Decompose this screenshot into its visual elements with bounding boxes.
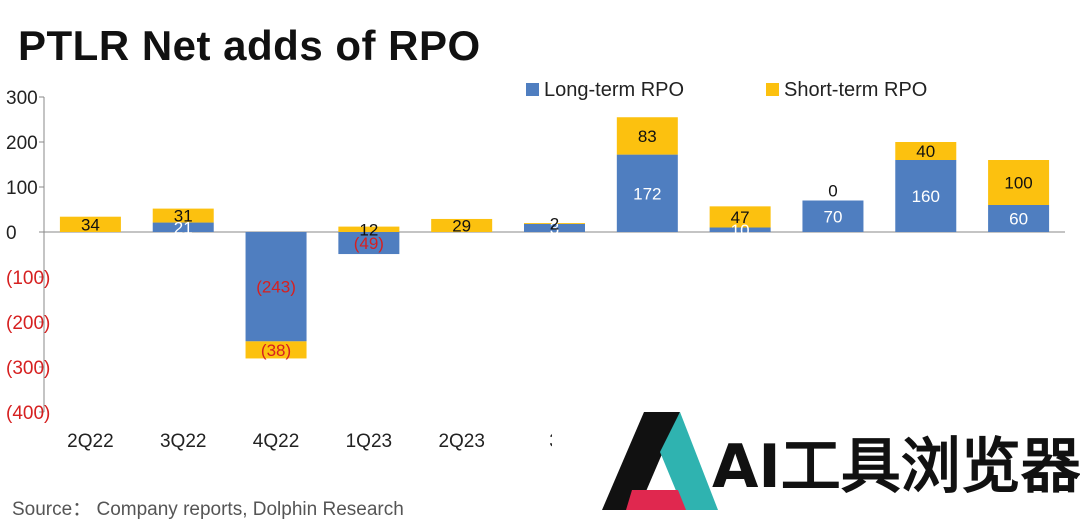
bar-long-term [245, 232, 307, 342]
bars [59, 117, 1050, 359]
y-tick-label: 200 [6, 133, 38, 154]
data-label: (243) [256, 278, 296, 297]
data-label: 31 [174, 207, 193, 226]
bar-short-term [245, 341, 307, 359]
legend-swatch [526, 83, 539, 96]
y-tick-label: 0 [6, 223, 17, 244]
bar-long-term [152, 222, 214, 232]
watermark-logo: AI工具浏览器 [552, 388, 1080, 527]
bar-short-term [524, 223, 585, 224]
y-tick-label: (400) [6, 403, 50, 424]
legend: Long-term RPO Short-term RPO [526, 79, 927, 101]
bar-short-term [338, 226, 400, 232]
bar-long-term [988, 205, 1050, 232]
bar-short-term [431, 218, 493, 232]
y-tick-label: (200) [6, 313, 50, 334]
bar-long-term [709, 227, 771, 232]
x-tick-label: 1Q23 [346, 431, 392, 452]
y-tick-label: 100 [6, 178, 38, 199]
data-label: 10 [731, 221, 750, 240]
data-label: (38) [261, 341, 291, 360]
data-label: 29 [452, 216, 471, 235]
legend-label: Short-term RPO [784, 79, 927, 101]
y-tick-label: 300 [6, 88, 38, 109]
data-label: 12 [359, 220, 378, 239]
data-label: 0 [828, 182, 837, 201]
data-label: 40 [916, 142, 935, 161]
bar-short-term [59, 216, 121, 232]
data-label: 100 [1004, 174, 1032, 193]
x-tick-label: 4Q22 [253, 431, 299, 452]
data-label: 70 [823, 207, 842, 226]
bar-short-term [895, 142, 957, 160]
data-label: 47 [731, 208, 750, 227]
legend-swatch [766, 83, 779, 96]
source-note: Source： Company reports, Dolphin Researc… [12, 499, 404, 520]
bar-short-term [709, 206, 771, 228]
data-label: (49) [354, 234, 384, 253]
data-label: 172 [633, 184, 661, 203]
legend-label: Long-term RPO [544, 79, 684, 101]
bar-long-term [616, 154, 678, 232]
data-label: 2 [550, 214, 559, 233]
data-label: 60 [1009, 210, 1028, 229]
logo-a-icon [602, 412, 718, 510]
data-label: 21 [174, 218, 193, 237]
x-tick-labels: 2Q223Q224Q221Q232Q233 [67, 431, 560, 452]
data-label: 83 [638, 127, 657, 146]
bar-long-term [895, 160, 957, 232]
x-tick-label: 3Q22 [160, 431, 206, 452]
x-tick-label: 2Q22 [67, 431, 113, 452]
chart-title: PTLR Net adds of RPO [18, 22, 481, 69]
data-label: 34 [81, 215, 100, 234]
bar-short-term [152, 208, 214, 223]
logo-text: AI工具浏览器 [712, 432, 1080, 502]
data-label: 3 [550, 219, 559, 238]
data-label: 160 [912, 187, 940, 206]
bar-long-term [338, 232, 400, 255]
y-tick-label: (100) [6, 268, 50, 289]
bar-short-term [988, 160, 1050, 205]
bar-short-term [616, 117, 678, 155]
bar-long-term [802, 200, 864, 232]
x-tick-label: 2Q23 [438, 431, 484, 452]
bar-long-term [524, 223, 585, 232]
y-tick-label: (300) [6, 358, 50, 379]
